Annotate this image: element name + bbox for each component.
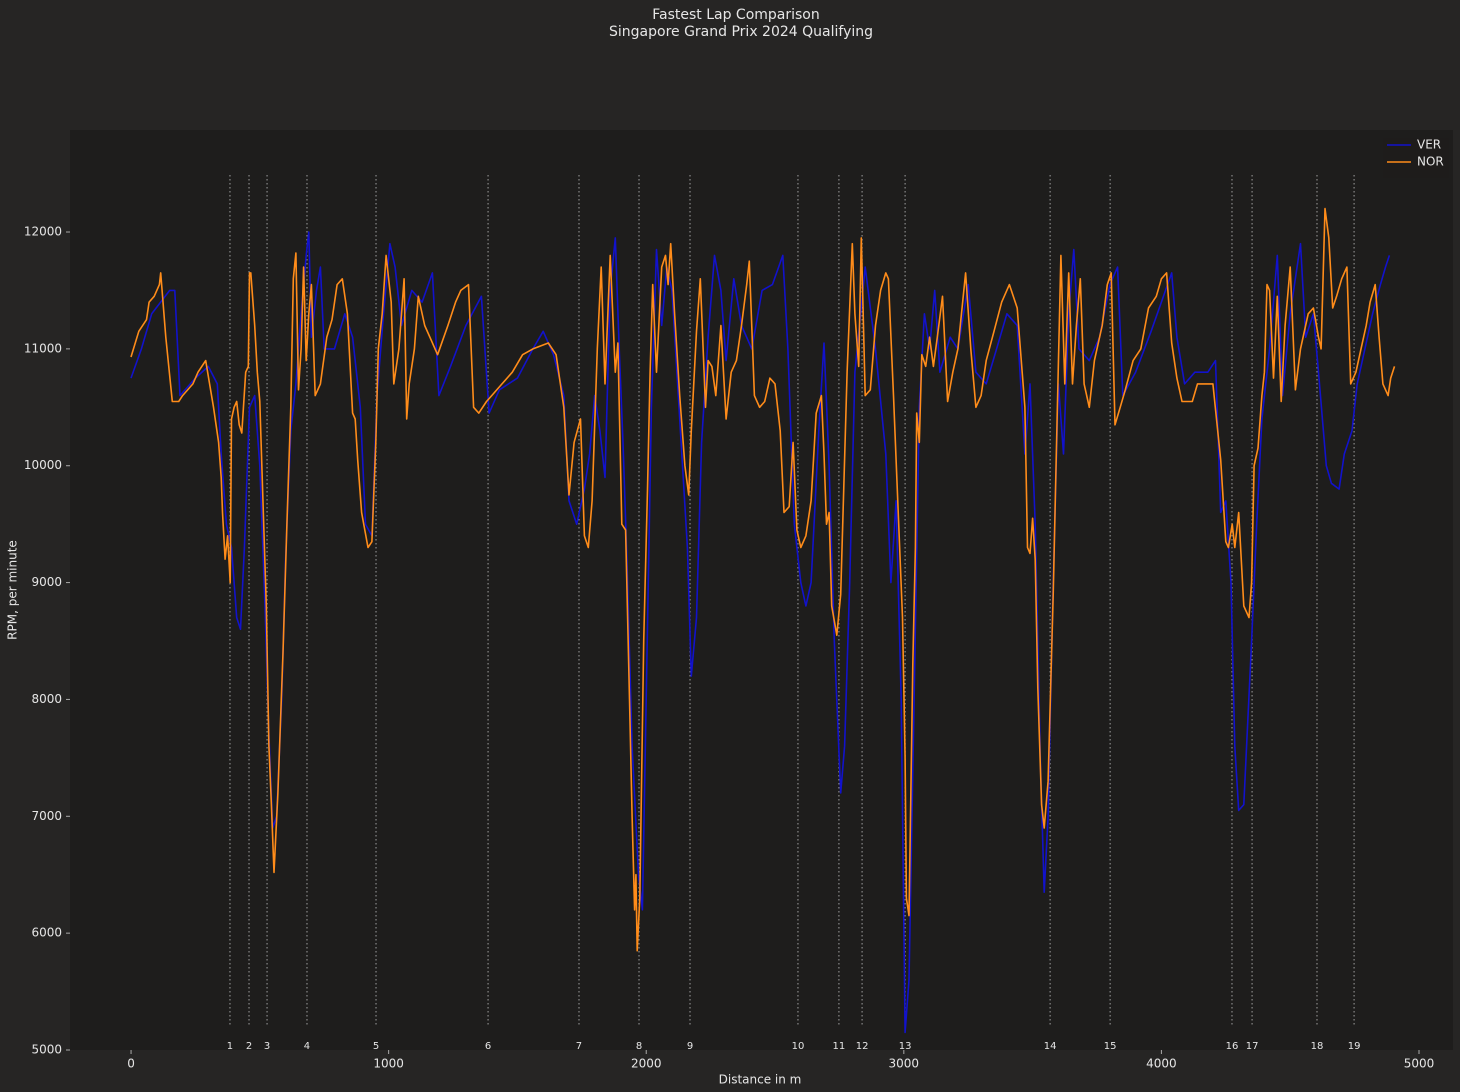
y-tick-label: 12000 (24, 225, 62, 239)
corner-label: 4 (304, 1041, 310, 1052)
corner-label: 17 (1246, 1041, 1259, 1052)
y-tick-label: 5000 (31, 1043, 62, 1057)
x-tick-label: 0 (127, 1057, 135, 1071)
y-tick-label: 6000 (31, 926, 62, 940)
y-tick-label: 10000 (24, 458, 62, 472)
corner-label: 1 (227, 1041, 233, 1052)
x-tick-label: 3000 (889, 1057, 920, 1071)
x-axis-label: Distance in m (719, 1073, 802, 1087)
series-line (130, 207, 1396, 952)
y-tick-label: 7000 (31, 809, 62, 823)
x-tick-label: 4000 (1146, 1057, 1177, 1071)
corner-label: 2 (246, 1041, 252, 1052)
corner-label: 14 (1044, 1041, 1057, 1052)
corner-label: 8 (636, 1041, 642, 1052)
corner-label: 9 (687, 1041, 693, 1052)
series-line (130, 231, 1391, 1034)
corner-label: 3 (264, 1041, 270, 1052)
x-tick-label: 2000 (631, 1057, 662, 1071)
corner-label: 7 (576, 1041, 582, 1052)
corner-label: 12 (856, 1041, 869, 1052)
corner-label: 10 (792, 1041, 805, 1052)
corner-label: 5 (373, 1041, 379, 1052)
corner-label: 13 (899, 1041, 912, 1052)
corner-label: 11 (833, 1041, 846, 1052)
chart-title: Fastest Lap Comparison (652, 7, 820, 23)
x-tick-label: 5000 (1404, 1057, 1435, 1071)
y-tick-label: 9000 (31, 575, 62, 589)
corner-label: 15 (1104, 1041, 1117, 1052)
chart-subtitle: Singapore Grand Prix 2024 Qualifying (609, 24, 873, 40)
corner-label: 18 (1311, 1041, 1324, 1052)
x-tick-label: 1000 (373, 1057, 404, 1071)
y-tick-label: 8000 (31, 692, 62, 706)
y-tick-label: 11000 (24, 341, 62, 355)
corner-label: 16 (1226, 1041, 1239, 1052)
corner-label: 19 (1348, 1041, 1361, 1052)
y-axis-label: RPM, per minute (6, 540, 20, 640)
plot-area (70, 130, 1453, 1050)
corner-label: 6 (485, 1041, 491, 1052)
legend-label: VER (1417, 138, 1441, 152)
legend-label: NOR (1417, 155, 1444, 169)
